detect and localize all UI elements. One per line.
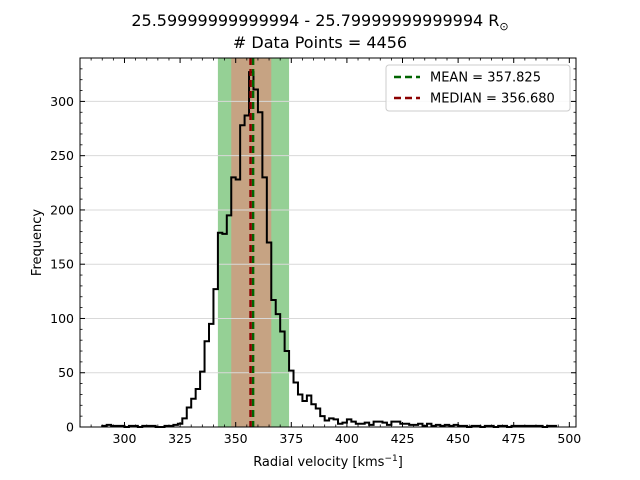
y-axis-label: Frequency [30, 209, 45, 276]
y-tick-label: 50 [58, 365, 74, 380]
legend-label: MEAN = 357.825 [430, 71, 541, 86]
y-tick-label: 250 [50, 148, 74, 163]
y-tick-label: 150 [50, 257, 74, 272]
grid-lines [80, 100, 576, 428]
y-tick-label: 0 [66, 420, 74, 435]
y-tick-label: 200 [50, 202, 74, 217]
stat-lines [249, 58, 255, 427]
x-tick-label: 300 [113, 431, 137, 446]
chart-title-line1: 25.59999999999994 - 25.79999999999994 R⊙ [0, 11, 640, 33]
x-tick-label: 350 [224, 431, 248, 446]
legend-box [385, 64, 571, 112]
x-tick-label: 375 [279, 431, 303, 446]
x-tick-label: 400 [335, 431, 359, 446]
shaded-bands [217, 58, 290, 427]
x-tick-label: 450 [446, 431, 470, 446]
x-axis-label: Radial velocity [kms−1] [253, 454, 403, 470]
x-tick-label: 475 [502, 431, 526, 446]
x-tick-label: 425 [391, 431, 415, 446]
solar-radius-symbol: ⊙ [499, 20, 509, 34]
x-tick-label: 325 [168, 431, 192, 446]
y-tick-label: 100 [50, 311, 74, 326]
x-tick-label: 500 [557, 431, 581, 446]
chart-title-text: 25.59999999999994 - 25.79999999999994 R [131, 11, 500, 30]
y-tick-label: 300 [50, 94, 74, 109]
chart-title-line2: # Data Points = 4456 [232, 33, 408, 52]
plot-frame [79, 57, 577, 428]
histogram-outline [101, 71, 557, 428]
legend: MEAN = 357.825 MEDIAN = 356.680 [385, 64, 571, 112]
axis-ticks: 300 325 350 375 400 425 450 475 500 0 50 100 150 200 2… [50, 57, 581, 446]
histogram-series [101, 71, 557, 428]
legend-label: MEDIAN = 356.680 [430, 92, 555, 107]
